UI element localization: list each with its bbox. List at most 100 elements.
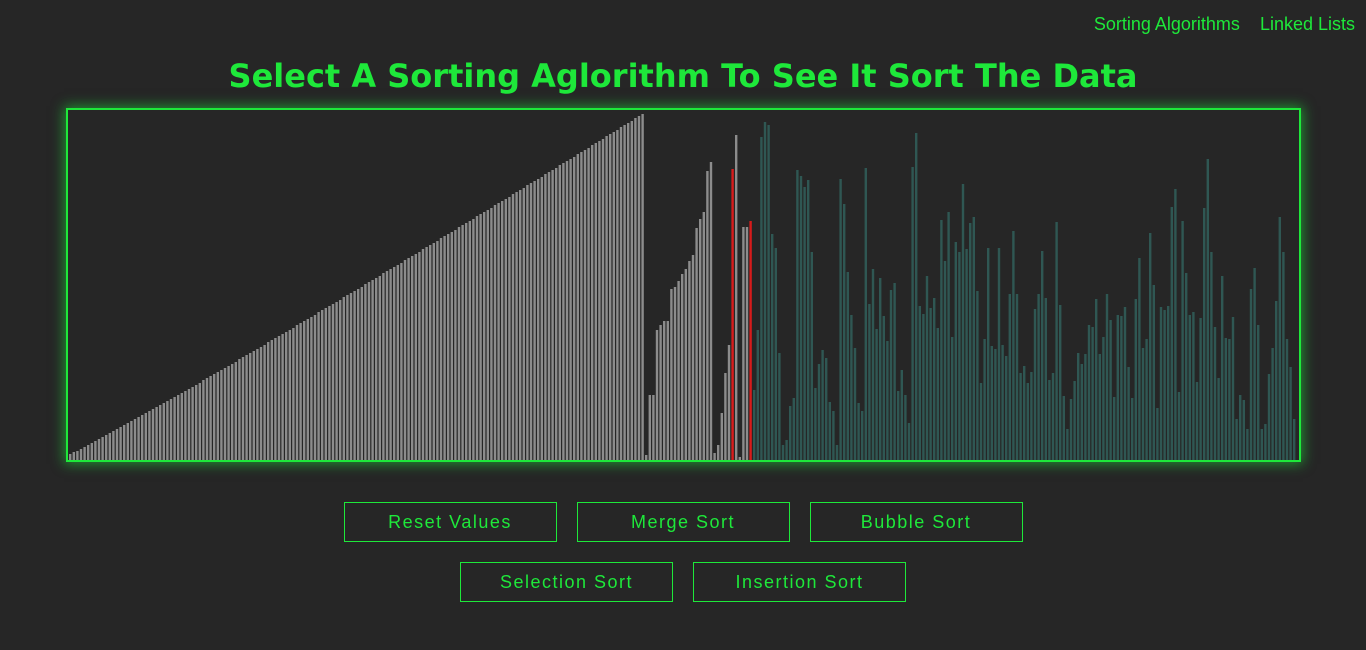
- bar: [331, 304, 335, 460]
- bar: [828, 402, 831, 460]
- bar: [187, 389, 191, 460]
- bar: [180, 393, 183, 460]
- bar: [1282, 252, 1285, 460]
- bar: [825, 358, 828, 460]
- bar: [490, 208, 493, 460]
- bar: [551, 170, 554, 460]
- bar: [198, 383, 201, 460]
- bar: [213, 374, 216, 460]
- bar: [645, 455, 648, 460]
- bar: [1293, 419, 1296, 460]
- bar: [720, 413, 723, 460]
- bar: [1023, 366, 1026, 460]
- bar: [425, 247, 428, 460]
- reset-values-button[interactable]: Reset Values: [343, 502, 557, 542]
- bar: [1152, 285, 1155, 460]
- bar: [166, 401, 169, 460]
- bar: [706, 171, 709, 460]
- bar: [907, 423, 911, 460]
- bar: [439, 238, 443, 460]
- bar: [987, 248, 990, 460]
- bar: [846, 272, 849, 460]
- bar: [1001, 345, 1004, 460]
- bar: [267, 342, 270, 460]
- bar: [843, 204, 846, 460]
- bar: [223, 368, 227, 460]
- bar: [789, 406, 792, 460]
- bar: [231, 364, 234, 460]
- bar: [317, 312, 320, 460]
- bar: [598, 141, 601, 460]
- bar: [335, 302, 338, 460]
- bar: [1008, 294, 1011, 460]
- bar: [79, 449, 83, 460]
- bar: [1145, 339, 1148, 460]
- bar: [436, 241, 439, 460]
- bar: [738, 457, 741, 460]
- bar: [1221, 276, 1224, 460]
- bar: [1127, 367, 1130, 460]
- bar: [717, 445, 720, 460]
- bar: [727, 345, 731, 460]
- bar: [407, 258, 410, 460]
- bar: [274, 338, 277, 460]
- bar: [396, 265, 399, 460]
- bar: [324, 308, 327, 460]
- bar: [1105, 294, 1109, 460]
- nav-link-sorting-algorithms[interactable]: Sorting Algorithms: [1093, 14, 1240, 34]
- bar: [637, 116, 641, 460]
- bar: [594, 143, 597, 460]
- bar: [1044, 298, 1047, 460]
- bar: [443, 236, 446, 460]
- bar: [663, 321, 666, 460]
- bubble-sort-button[interactable]: Bubble Sort: [809, 502, 1023, 542]
- bar: [1131, 398, 1134, 460]
- bar: [573, 157, 576, 460]
- bar: [997, 248, 1001, 460]
- bar: [234, 362, 237, 460]
- bar: [418, 252, 421, 460]
- bar: [569, 159, 572, 460]
- bar: [151, 409, 155, 460]
- bar: [447, 234, 450, 460]
- bar: [1059, 305, 1062, 460]
- bar: [605, 136, 608, 460]
- bar: [475, 216, 479, 460]
- nav-link-linked-lists[interactable]: Linked Lists: [1259, 14, 1355, 34]
- bar: [630, 121, 633, 460]
- insertion-sort-button[interactable]: Insertion Sort: [693, 562, 906, 602]
- bar: [666, 321, 669, 460]
- bar: [742, 227, 745, 460]
- bar: [893, 283, 896, 460]
- bar: [432, 243, 435, 460]
- bar: [148, 411, 151, 460]
- bar: [1080, 364, 1083, 460]
- bar: [609, 134, 612, 460]
- merge-sort-button[interactable]: Merge Sort: [576, 502, 790, 542]
- bar: [1033, 309, 1037, 460]
- bar: [634, 118, 637, 460]
- bar: [1257, 325, 1260, 460]
- bar: [1170, 207, 1173, 460]
- bar: [1239, 395, 1242, 460]
- bar: [951, 337, 954, 460]
- bar: [1095, 299, 1098, 460]
- bar: [1102, 337, 1105, 460]
- bar: [580, 152, 583, 460]
- bar: [227, 366, 230, 460]
- bar: [414, 254, 417, 460]
- bar: [497, 203, 500, 460]
- bar: [367, 282, 371, 460]
- selection-sort-button[interactable]: Selection Sort: [460, 562, 673, 602]
- bar: [735, 135, 738, 460]
- bar: [868, 304, 871, 460]
- bar: [1030, 372, 1033, 460]
- bar: [900, 370, 903, 460]
- bar: [533, 181, 536, 460]
- bar: [861, 411, 864, 460]
- bar: [1228, 339, 1231, 460]
- bar: [119, 427, 122, 460]
- bar: [763, 122, 767, 460]
- bar: [850, 315, 853, 460]
- bar-active: [731, 169, 734, 460]
